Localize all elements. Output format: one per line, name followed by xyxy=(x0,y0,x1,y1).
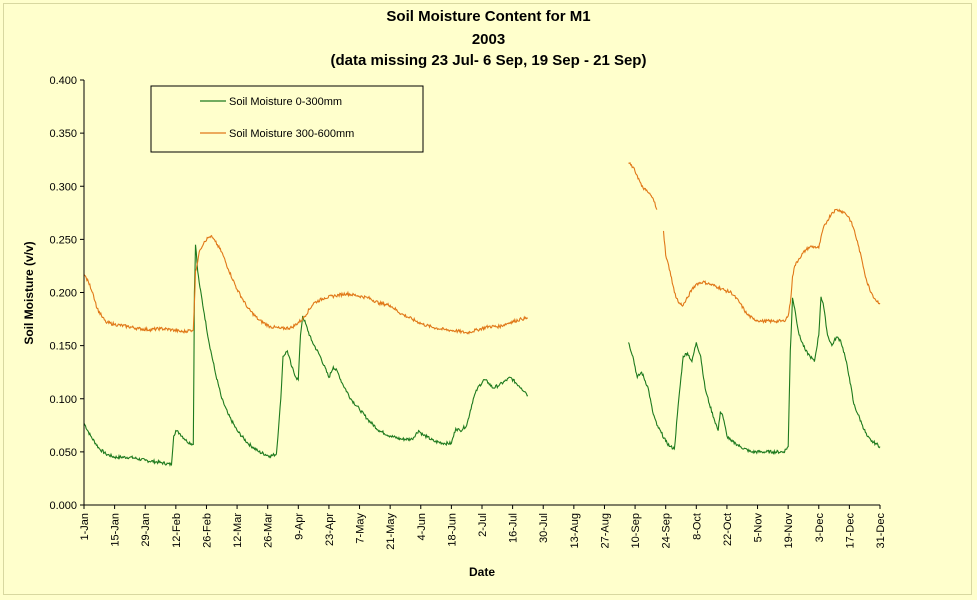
chart-note: (data missing 23 Jul- 6 Sep, 19 Sep - 21… xyxy=(330,52,647,69)
x-tick-label: 19-Nov xyxy=(783,513,795,549)
x-tick-label: 12-Feb xyxy=(171,513,183,548)
x-tick-label: 12-Mar xyxy=(232,513,244,548)
y-tick-label: 0.050 xyxy=(49,447,77,459)
y-axis-title: Soil Moisture (v/v) xyxy=(22,241,36,344)
series-line-4 xyxy=(662,208,881,325)
series-line-2 xyxy=(83,234,528,335)
legend-box xyxy=(150,85,424,153)
x-tick-label: 22-Oct xyxy=(722,513,734,546)
y-tick-label: 0.100 xyxy=(49,394,77,406)
x-axis-title: Date xyxy=(469,565,495,579)
x-tick-label: 13-Aug xyxy=(569,513,581,548)
x-tick-label: 5-Nov xyxy=(753,513,765,543)
x-tick-label: 3-Dec xyxy=(814,513,826,543)
legend: Soil Moisture 0-300mm Soil Moisture 300-6… xyxy=(150,85,424,153)
y-tick-label: 0.300 xyxy=(49,181,77,193)
y-ticks: 0.000 0.050 0.100 0.150 0.200 0.250 0.300 0.350… xyxy=(49,75,84,512)
y-tick-label: 0.250 xyxy=(49,234,77,246)
x-tick-label: 4-Jun xyxy=(416,513,428,541)
x-tick-label: 27-Aug xyxy=(599,513,611,548)
x-tick-label: 10-Sep xyxy=(630,513,642,548)
x-tick-label: 18-Jun xyxy=(446,513,458,547)
series-line-3 xyxy=(628,161,658,210)
x-tick-label: 9-Apr xyxy=(293,513,305,540)
lines-layer xyxy=(83,161,881,467)
y-tick-label: 0.000 xyxy=(49,500,77,512)
y-tick-label: 0.150 xyxy=(49,341,77,353)
y-tick-label: 0.400 xyxy=(49,75,77,87)
x-tick-label: 26-Mar xyxy=(263,513,275,548)
x-tick-label: 21-May xyxy=(385,513,397,550)
series-line-1 xyxy=(627,296,881,455)
chart-title: Soil Moisture Content for M1 xyxy=(386,8,591,25)
chart-frame xyxy=(3,3,972,595)
x-tick-label: 15-Jan xyxy=(110,513,122,547)
legend-label: Soil Moisture 300-600mm xyxy=(229,128,354,140)
x-tick-label: 1-Jan xyxy=(79,513,91,541)
y-tick-label: 0.350 xyxy=(49,128,77,140)
x-tick-label: 23-Apr xyxy=(324,513,336,546)
x-ticks: 1-Jan 15-Jan 29-Jan 12-Feb 26-Feb 12-Mar 26-Ma… xyxy=(79,505,887,550)
x-tick-label: 17-Dec xyxy=(844,513,856,549)
x-tick-label: 7-May xyxy=(355,513,367,544)
x-tick-label: 8-Oct xyxy=(691,513,703,540)
x-tick-label: 31-Dec xyxy=(875,513,887,549)
x-tick-label: 24-Sep xyxy=(661,513,673,548)
chart-subtitle: 2003 xyxy=(471,31,506,48)
y-tick-label: 0.200 xyxy=(49,288,77,300)
series-line-0 xyxy=(83,244,529,467)
x-tick-label: 26-Feb xyxy=(201,513,213,548)
x-tick-label: 16-Jul xyxy=(508,513,520,543)
legend-label: Soil Moisture 0-300mm xyxy=(229,96,342,108)
x-tick-label: 2-Jul xyxy=(477,513,489,537)
x-tick-label: 29-Jan xyxy=(140,513,152,547)
x-tick-label: 30-Jul xyxy=(538,513,550,543)
